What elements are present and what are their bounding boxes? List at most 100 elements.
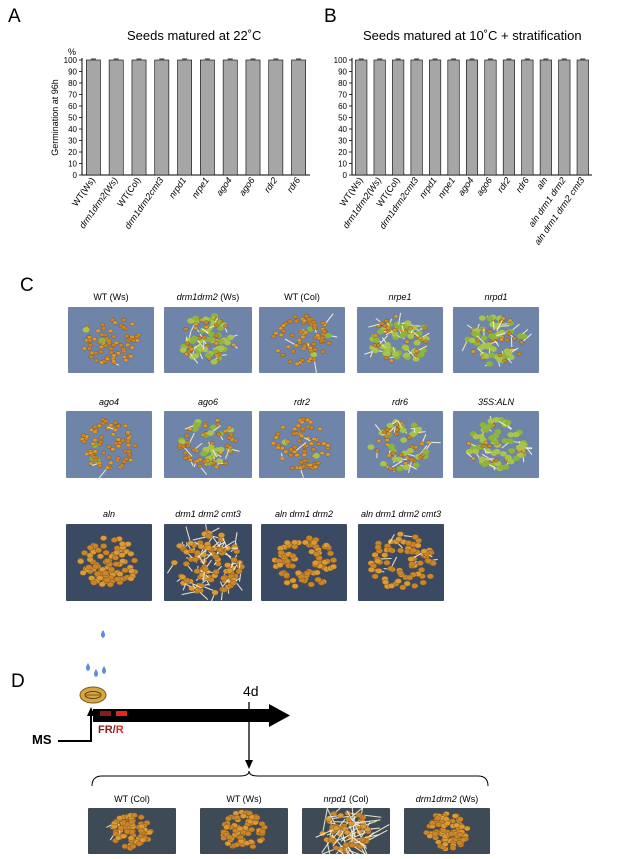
group-brace — [91, 770, 489, 787]
water-drops-icon — [86, 630, 106, 677]
y-tick-label: 20 — [338, 148, 347, 157]
y-tick-label: 100 — [64, 56, 78, 65]
seed-plate-photo — [357, 307, 443, 373]
chart-b-title: Seeds matured at 10˚C + stratification — [363, 28, 582, 43]
photo-label-pre: WT (Ws) — [226, 794, 262, 804]
y-tick-label: 60 — [338, 102, 347, 111]
seed-plate-photo — [453, 307, 539, 373]
photo-label-pre: WT (Col) — [284, 292, 320, 302]
photo-label: aln — [58, 509, 160, 519]
seed-plate-photo — [68, 307, 154, 373]
photo-label: WT (Ws) — [192, 794, 296, 804]
bar — [154, 59, 170, 176]
y-tick-label: 50 — [68, 114, 77, 123]
chart-a: 0 10 20 30 40 50 60 70 80 90 100% Germination at 96… — [50, 47, 310, 231]
seed-plate-photo — [164, 411, 252, 478]
chart-a-title: Seeds matured at 22˚C — [127, 28, 262, 43]
seedling-photo — [302, 808, 390, 854]
y-tick-label: 0 — [73, 171, 78, 180]
x-tick-label: rdr6 — [514, 175, 531, 194]
y-tick-label: 50 — [338, 114, 347, 123]
seedling-photo — [88, 808, 176, 854]
photo-label: drm1drm2 (Ws) — [396, 794, 498, 804]
bar — [447, 59, 460, 176]
y-tick-label: 70 — [338, 91, 347, 100]
bar — [355, 59, 368, 176]
light-treatment-label: FR/R — [98, 724, 124, 736]
seed-plate-photo — [261, 524, 347, 601]
y-unit-label: % — [68, 47, 76, 57]
photo-label: WT (Col) — [251, 292, 353, 302]
y-tick-label: 90 — [338, 68, 347, 77]
x-tick-label: ago6 — [474, 175, 494, 197]
panel-letter-c: C — [20, 275, 34, 296]
bar — [268, 59, 284, 176]
y-tick-label: 80 — [68, 79, 77, 88]
photo-label: nrpe1 — [349, 292, 451, 302]
y-tick-label: 70 — [68, 91, 77, 100]
fr-label: FR — [98, 724, 113, 736]
r-light-block — [116, 711, 127, 716]
photo-label: WT (Ws) — [60, 292, 162, 302]
photo-label: 35S:ALN — [445, 397, 547, 407]
photo-label-pre: WT (Ws) — [93, 292, 129, 302]
bar — [392, 59, 405, 176]
photo-label-it: 35S:ALN — [477, 397, 515, 407]
photo-label: aln drm1 drm2 — [253, 509, 355, 519]
photo-label-it: aln drm1 drm2 cmt3 — [360, 509, 442, 519]
photo-label-it: ago6 — [197, 397, 219, 407]
photo-label-it: rdr2 — [293, 397, 310, 407]
y-tick-label: 100 — [334, 56, 348, 65]
seed-plate-photo — [164, 524, 252, 601]
bar — [502, 59, 515, 176]
photo-label: aln drm1 drm2 cmt3 — [350, 509, 452, 519]
bar — [222, 59, 238, 176]
day-label: 4d — [243, 683, 259, 699]
photo-label: nrpd1 (Col) — [294, 794, 398, 804]
photo-label-it: drm1drm2 — [415, 794, 457, 804]
bar — [86, 59, 101, 176]
timeline-bar — [93, 709, 269, 722]
ms-arrow-line — [58, 714, 92, 742]
photo-label: ago4 — [58, 397, 160, 407]
y-tick-label: 80 — [338, 79, 347, 88]
photo-label-it: nrpe1 — [388, 292, 412, 302]
bar — [539, 59, 552, 176]
photo-label-it: drm1drm2 — [176, 292, 218, 302]
y-tick-label: 30 — [338, 137, 347, 146]
photo-label-it: aln — [102, 509, 115, 519]
protocol-diagram — [58, 630, 290, 769]
photo-label-post: (Ws) — [456, 794, 479, 804]
y-tick-label: 40 — [338, 125, 347, 134]
panel-letter-b: B — [324, 6, 337, 27]
photo-label-pre: WT (Col) — [114, 794, 150, 804]
y-tick-label: 20 — [68, 148, 77, 157]
photo-label: WT (Col) — [80, 794, 184, 804]
seed-plate-photo — [164, 307, 252, 373]
timeline-arrowhead — [269, 704, 290, 727]
panel-letter-d: D — [11, 671, 25, 692]
x-tick-label: ago4 — [456, 175, 476, 197]
bar — [576, 59, 589, 176]
fr-r-slash: / — [112, 724, 116, 736]
ms-arrowhead — [87, 707, 95, 716]
x-tick-label: aln — [534, 175, 549, 191]
seed-plate-photo — [358, 524, 444, 601]
panel-letter-a: A — [8, 6, 21, 27]
fr-light-block — [100, 711, 111, 716]
photo-label: rdr6 — [349, 397, 451, 407]
y-tick-label: 90 — [68, 68, 77, 77]
photo-label-post: (Col) — [346, 794, 369, 804]
bar — [558, 59, 571, 176]
photo-label-it: ago4 — [98, 397, 120, 407]
seed-plate-photo — [453, 411, 539, 478]
bar — [521, 59, 534, 176]
photo-label-post: (Ws) — [217, 292, 240, 302]
photo-label-it: drm1 drm2 cmt3 — [175, 509, 241, 519]
y-tick-label: 40 — [68, 125, 77, 134]
day-arrowhead — [245, 760, 253, 769]
seed-plate-photo — [259, 307, 345, 373]
seed-plate-photo — [66, 524, 152, 601]
y-tick-label: 0 — [343, 171, 348, 180]
bar — [200, 59, 215, 176]
